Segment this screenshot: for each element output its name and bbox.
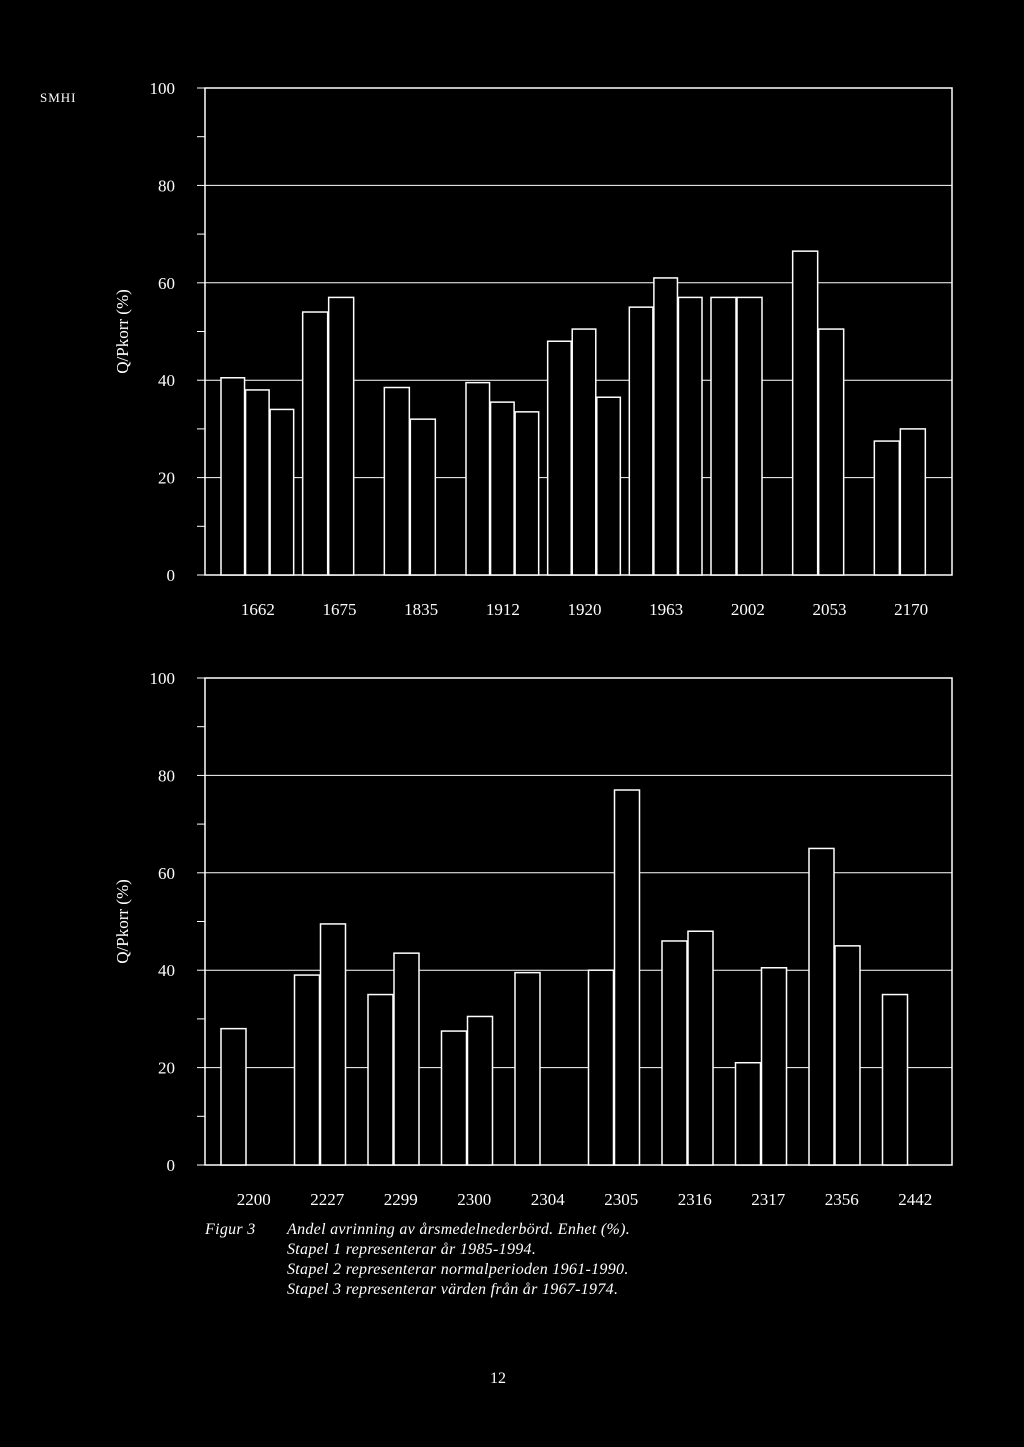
bar-chart-1: 0 20 40 60 80 100 Q/Pkorr (%) 1662 1675 1835 1912 1… xyxy=(113,79,953,619)
bar-1835-s1 xyxy=(383,386,411,576)
x-tick-label: 2227 xyxy=(310,1190,345,1209)
bar-1912-s3 xyxy=(514,411,540,576)
bar-1963-s2 xyxy=(653,277,679,576)
y-tick-label: 100 xyxy=(150,79,176,98)
bar-2316-s1 xyxy=(661,940,688,1166)
x-tick-label: 2299 xyxy=(384,1190,418,1209)
caption-label: Figur 3 xyxy=(205,1221,256,1238)
bar-1920-s3 xyxy=(596,396,622,576)
y-tick-label: 0 xyxy=(167,566,176,585)
bar-2053-s1 xyxy=(791,250,819,576)
page-number: 12 xyxy=(490,1370,506,1387)
y-tick-label: 40 xyxy=(158,961,175,980)
bar-1675-s2 xyxy=(327,296,355,576)
x-tick-label: 1662 xyxy=(241,600,275,619)
x-tick-label: 2305 xyxy=(604,1190,638,1209)
bar-2317-s1 xyxy=(734,1061,762,1166)
bar-1912-s1 xyxy=(465,381,491,576)
bar-2227-s2 xyxy=(319,923,347,1166)
bar-1920-s2 xyxy=(571,328,597,576)
caption-line: Stapel 2 representerar normalperioden 19… xyxy=(287,1261,629,1278)
bar-2305-s1 xyxy=(587,969,615,1166)
y-tick-label: 60 xyxy=(158,274,175,293)
bar-2227-s1 xyxy=(293,974,321,1166)
x-tick-label: 2002 xyxy=(731,600,765,619)
bar-1662-s3 xyxy=(269,408,295,576)
bar-2316-s2 xyxy=(687,930,714,1166)
y-axis-label: Q/Pkorr (%) xyxy=(113,289,132,374)
x-tick-label: 1835 xyxy=(404,600,438,619)
bar-2356-s1 xyxy=(808,847,835,1166)
x-tick-label: 2356 xyxy=(825,1190,859,1209)
bar-1662-s2 xyxy=(244,389,270,576)
x-tick-label: 2304 xyxy=(531,1190,566,1209)
bar-1912-s2 xyxy=(489,401,515,576)
x-tick-label: 1963 xyxy=(649,600,683,619)
bar-2053-s2 xyxy=(817,328,845,576)
x-tick-label: 2442 xyxy=(898,1190,932,1209)
bar-2300-s2 xyxy=(466,1015,494,1166)
bar-1662-s1 xyxy=(220,377,246,576)
y-tick-label: 60 xyxy=(158,864,175,883)
bar-1675-s1 xyxy=(301,311,329,576)
bar-2305-s3 xyxy=(613,789,641,1166)
x-tick-label: 2317 xyxy=(751,1190,786,1209)
bar-2170-s2 xyxy=(899,428,927,576)
bar-2304-s1 xyxy=(514,971,541,1166)
bar-2170-s1 xyxy=(873,440,901,576)
bar-1920-s1 xyxy=(546,340,572,576)
bar-2356-s2 xyxy=(834,945,861,1166)
bar-2002-s1 xyxy=(710,296,737,576)
bar-2442-s1 xyxy=(881,993,909,1166)
y-axis-label: Q/Pkorr (%) xyxy=(113,879,132,964)
x-tick-label: 1920 xyxy=(568,600,602,619)
x-tick-label: 2300 xyxy=(457,1190,491,1209)
y-tick-label: 0 xyxy=(167,1156,176,1175)
y-tick-label: 80 xyxy=(158,766,175,785)
x-tick-label: 2053 xyxy=(813,600,847,619)
caption-line: Andel avrinning av årsmedelnederbörd. En… xyxy=(287,1221,631,1238)
y-tick-label: 80 xyxy=(158,176,175,195)
bar-2300-s1 xyxy=(440,1030,468,1166)
bar-2002-s2 xyxy=(736,296,763,576)
bar-chart-2: 0 20 40 60 80 100 Q/Pkorr (%) 2200 2227 2299 2300 2… xyxy=(113,669,953,1209)
bar-2200-s1 xyxy=(220,1027,247,1166)
bar-1835-s2 xyxy=(409,418,437,576)
x-tick-label: 2316 xyxy=(678,1190,712,1209)
bar-2299-s1 xyxy=(367,993,394,1166)
y-tick-label: 100 xyxy=(150,669,176,688)
x-tick-label: 2170 xyxy=(894,600,928,619)
header-label: SMHI xyxy=(40,90,77,105)
bar-1963-s3 xyxy=(677,296,703,576)
y-tick-label: 40 xyxy=(158,371,175,390)
y-tick-label: 20 xyxy=(158,469,175,488)
y-tick-label: 20 xyxy=(158,1059,175,1078)
x-tick-label: 1675 xyxy=(323,600,357,619)
x-tick-label: 2200 xyxy=(237,1190,271,1209)
bar-1963-s1 xyxy=(628,306,654,576)
bar-2317-s2 xyxy=(760,967,788,1166)
bar-2299-s2 xyxy=(393,952,420,1166)
caption-line: Stapel 1 representerar år 1985-1994. xyxy=(287,1241,537,1258)
caption-line: Stapel 3 representerar värden från år 19… xyxy=(287,1281,619,1298)
x-tick-label: 1912 xyxy=(486,600,520,619)
